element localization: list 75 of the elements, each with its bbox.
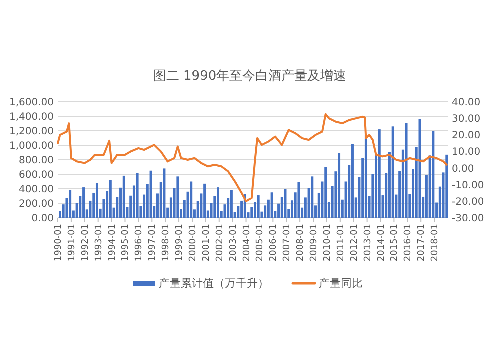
x-tick-label: 1995-01 [121, 224, 132, 262]
x-tick-label: 2012-01 [350, 224, 360, 262]
bar [338, 153, 341, 218]
x-tick-label: 1990-01 [54, 224, 64, 262]
x-tick-label: 2017-01 [417, 224, 428, 262]
bar [150, 170, 152, 218]
bar [122, 176, 126, 218]
y2-tick-label: -10.00 [452, 180, 484, 192]
x-tick-label: 2011-01 [336, 224, 346, 262]
bar [204, 184, 206, 218]
x-tick-label: 2003-01 [228, 224, 239, 262]
bar [432, 131, 435, 218]
y2-tick-label: 0.00 [452, 164, 474, 175]
bar [405, 123, 408, 218]
y-tick-label: 800.00 [19, 156, 54, 166]
x-tick-label: 2001-01 [202, 224, 212, 262]
x-tick-label: 2018-01 [430, 224, 441, 262]
bar [69, 190, 72, 218]
x-tick-label: 2008-01 [296, 224, 306, 262]
bar [298, 182, 300, 218]
x-tick-label: 1994-01 [108, 224, 118, 262]
y2-tick-label: 10.00 [452, 147, 481, 158]
y-tick-label: 1,400.00 [9, 112, 54, 123]
x-tick-label: 2004-01 [242, 224, 252, 262]
y-tick-label: 1,600.00 [9, 98, 54, 108]
y2-tick-label: -20.00 [452, 196, 484, 208]
x-tick-label: 2002-01 [215, 224, 226, 262]
bar [378, 130, 381, 218]
bar [163, 168, 166, 218]
chart-title: 图二 1990年至今白酒产量及增速 [153, 69, 347, 84]
bar [311, 176, 314, 218]
bar [230, 190, 233, 218]
x-tick-label: 1997-01 [148, 224, 158, 262]
bar [190, 182, 193, 218]
x-tick-label: 2005-01 [256, 224, 266, 262]
x-tick-label: 1999-01 [175, 224, 186, 262]
x-tick-label: 1996-01 [134, 224, 145, 262]
y-tick-label: 400.00 [19, 184, 54, 196]
y-tick-label: 200.00 [19, 199, 54, 210]
x-tick-label: 2006-01 [269, 224, 280, 262]
x-tick-label: 2014-01 [376, 224, 387, 262]
x-tick-label: 1998-01 [162, 224, 172, 262]
y2-tick-label: 30.00 [452, 114, 481, 126]
y2-tick-label: 40.00 [452, 98, 481, 108]
x-tick-label: 1992-01 [80, 224, 91, 262]
bar [136, 173, 139, 218]
x-tick-label: 2016-01 [404, 224, 414, 262]
x-tick-label: 1993-01 [94, 224, 104, 262]
bar [176, 176, 180, 218]
bar [257, 196, 260, 218]
y2-tick-label: -30.00 [452, 214, 484, 224]
y-tick-label: 1,200.00 [9, 126, 54, 138]
bar [270, 192, 274, 218]
x-tick-label: 2010-01 [322, 224, 333, 262]
x-tick-label: 1991-01 [67, 224, 78, 262]
x-tick-label: 2013-01 [363, 224, 374, 262]
legend-label: 产量同比 [319, 277, 363, 290]
y-tick-label: 600.00 [19, 170, 54, 181]
y-tick-label: 0.00 [32, 214, 54, 224]
x-tick-label: 2009-01 [310, 224, 320, 262]
x-tick-label: 2007-01 [282, 224, 293, 262]
bar [96, 183, 98, 218]
bar [364, 134, 368, 218]
bar [352, 144, 354, 218]
y-tick-label: 1,000.00 [9, 141, 54, 152]
y2-tick-label: 20.00 [452, 130, 481, 142]
bar [82, 188, 86, 218]
bar [324, 167, 328, 218]
bar [109, 180, 112, 218]
x-tick-label: 2015-01 [390, 224, 400, 262]
bar [446, 154, 448, 218]
x-tick-label: 2000-01 [188, 224, 198, 262]
legend-label: 产量累计值（万千升） [159, 277, 269, 290]
bar [217, 188, 220, 218]
bar [392, 126, 394, 218]
